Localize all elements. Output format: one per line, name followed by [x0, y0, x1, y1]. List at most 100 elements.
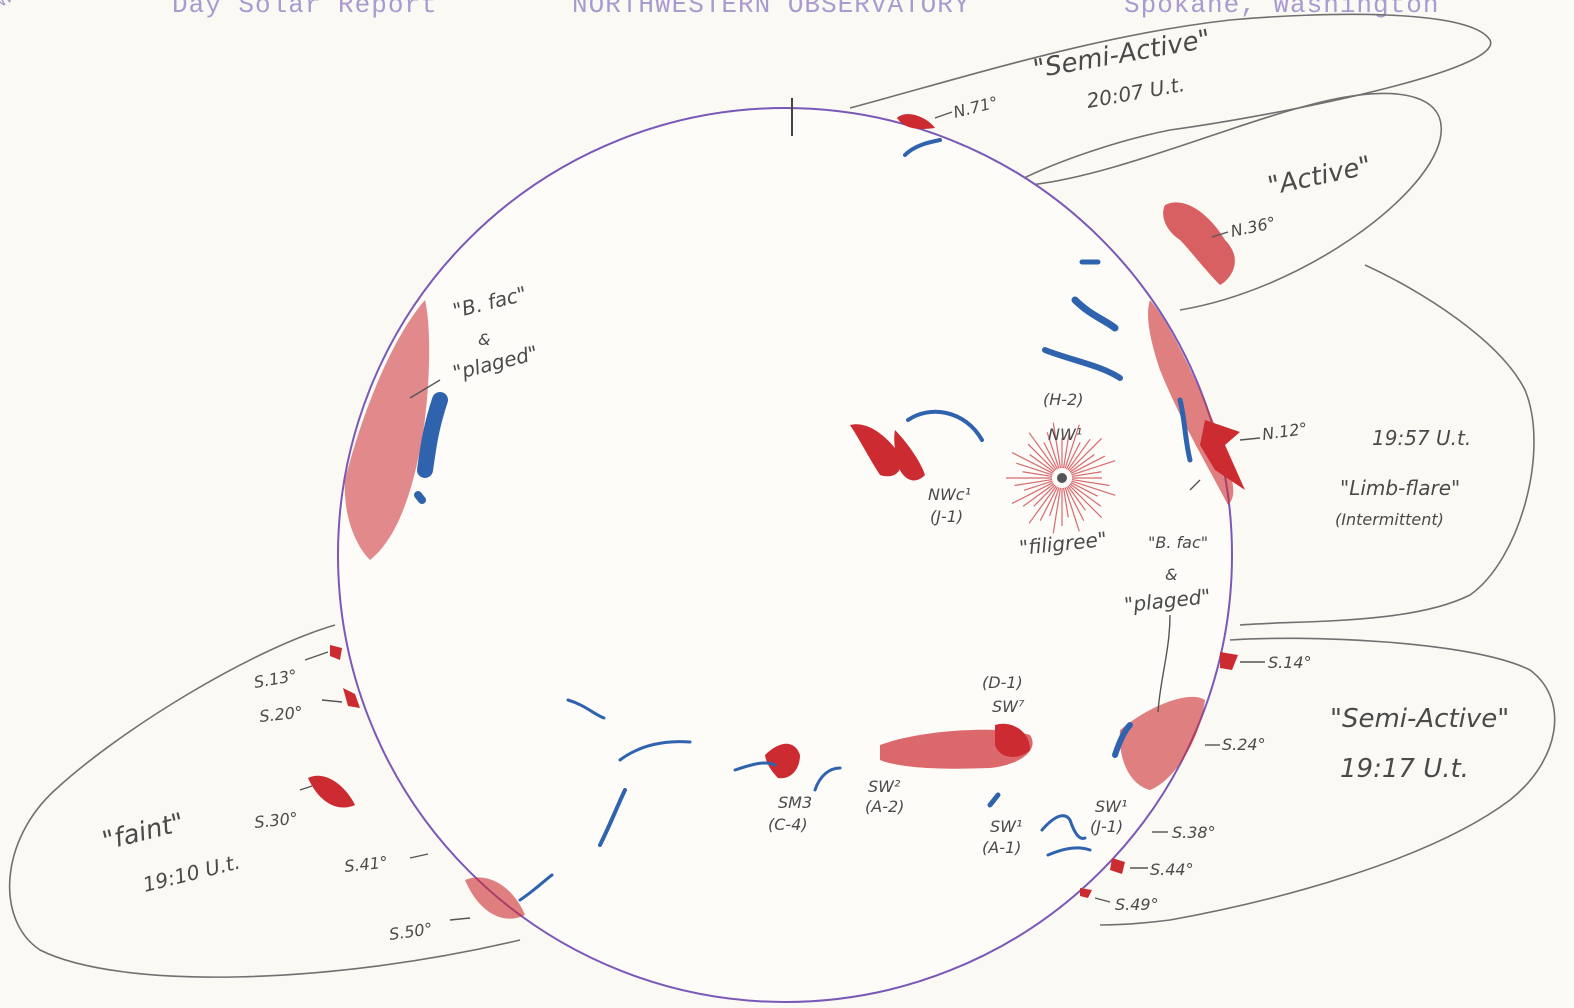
filament-s2	[618, 740, 692, 762]
filigree-ray	[1023, 480, 1053, 491]
leader-east-fac	[1157, 614, 1171, 713]
label-nw1: NW¹	[1048, 425, 1082, 444]
outline-south-west	[8, 624, 521, 978]
leader-n71	[934, 111, 953, 119]
leader-s49	[1094, 897, 1111, 903]
filament-s3	[598, 788, 627, 847]
observatory-name: NORTHWESTERN OBSERVATORY	[572, 0, 971, 20]
plage-west-limb	[344, 300, 430, 560]
filigree-ray	[1016, 462, 1053, 476]
filigree-ray	[1066, 442, 1081, 470]
label-east-fac-2: &	[1165, 565, 1177, 584]
label-c4: (C-4)	[768, 815, 808, 834]
filigree-ray	[1022, 471, 1053, 478]
label-east-limb-status: "Limb-flare"	[1340, 476, 1460, 500]
prominence-ne	[1163, 202, 1235, 285]
filament-s4	[733, 761, 777, 772]
filigree-ray	[1028, 432, 1057, 471]
prominence-s44	[1110, 858, 1125, 874]
filigree-ray	[1071, 480, 1116, 496]
label-j1b: (J-1)	[1090, 817, 1123, 836]
leader-n12	[1239, 437, 1261, 441]
prominence-n71	[897, 114, 935, 129]
filament-west-dot	[414, 491, 426, 504]
filigree-ray	[1064, 487, 1080, 532]
filigree-ray	[1071, 471, 1102, 478]
filigree-ray	[1070, 482, 1098, 497]
filament-west	[417, 392, 448, 478]
label-sw7: SW⁷	[992, 697, 1025, 716]
filigree-ray	[1071, 460, 1116, 476]
filigree-ray	[1052, 422, 1062, 469]
filigree-ray	[1067, 485, 1086, 511]
outline-east-limb	[1239, 264, 1535, 626]
filigree-ray	[1011, 482, 1054, 504]
filigree-ray	[1062, 430, 1071, 469]
leader-lines	[299, 111, 1265, 921]
filament-s8	[1046, 846, 1092, 857]
lat-s44: S.44°	[1150, 860, 1194, 879]
filigree-ray	[1052, 487, 1062, 534]
filament-arc	[906, 409, 984, 442]
label-west-fac-2: &	[478, 330, 490, 349]
lat-n12: N.12°	[1261, 419, 1309, 444]
solar-disk-limb	[337, 107, 1233, 1003]
plage-nwc-2	[894, 430, 925, 481]
plage-south-limb	[465, 877, 525, 919]
prominence-n12	[1200, 420, 1245, 490]
leader-s50	[449, 917, 471, 921]
prominence-s20	[343, 688, 360, 708]
label-a2: (A-2)	[865, 797, 904, 816]
filigree-ray	[1071, 478, 1110, 487]
label-south-west-time: 19:10 U.t.	[140, 850, 242, 897]
filigree-ray	[1068, 437, 1103, 472]
label-south-west-status: "faint"	[99, 808, 187, 857]
leader-s30	[299, 785, 313, 791]
label-sw1j: SW¹	[1095, 797, 1127, 816]
plage-sm3	[765, 743, 800, 779]
filigree-ray	[1011, 452, 1054, 474]
lat-s20: S.20°	[258, 703, 303, 726]
label-sw2: SW²	[868, 777, 901, 796]
lat-s30: S.30°	[253, 809, 298, 832]
filigree-ray	[1014, 478, 1053, 487]
prominence-s30	[308, 775, 355, 808]
label-d1: (D-1)	[982, 673, 1023, 692]
filigree-ray	[1069, 454, 1095, 473]
plage-marks	[308, 114, 1245, 919]
filament-s7	[1040, 814, 1087, 840]
lat-s24: S.24°	[1222, 735, 1266, 754]
prominence-s14	[1220, 652, 1238, 670]
label-south-east-status: "Semi-Active"	[1330, 704, 1509, 734]
filigree-spot	[1057, 473, 1067, 483]
label-sw1a: SW¹	[990, 817, 1022, 836]
filigree-ray	[1039, 486, 1058, 522]
filigree-ray	[1064, 424, 1080, 469]
lat-n36: N.36°	[1229, 213, 1277, 241]
leader-s13	[304, 651, 329, 661]
filigree-ray	[1067, 438, 1091, 471]
label-a1: (A-1)	[982, 838, 1021, 857]
filament-s6	[987, 792, 1001, 808]
label-north-polar-status: "Semi-Active"	[1031, 24, 1213, 85]
filigree-ray	[1066, 486, 1085, 522]
label-h2: (H-2)	[1043, 390, 1083, 409]
filigree-ray	[1027, 443, 1056, 472]
outline-north-east	[1029, 92, 1443, 311]
prominence-outlines	[8, 13, 1556, 978]
filament-s10	[518, 873, 554, 902]
label-north-east-status: "Active"	[1265, 151, 1374, 202]
filigree-ray	[1049, 487, 1060, 517]
filigree-ray	[1062, 487, 1069, 518]
filigree-ray	[1022, 483, 1055, 507]
filament-s1	[566, 698, 606, 720]
filigree-ray	[1068, 484, 1103, 519]
filament-s9	[1112, 722, 1133, 758]
label-east-limb-note: (Intermittent)	[1335, 510, 1444, 529]
label-j1: (J-1)	[930, 507, 963, 526]
filament-n71	[903, 138, 942, 157]
prominence-s13	[330, 645, 342, 660]
label-nwc1: NWc¹	[928, 485, 971, 504]
filigree-ray	[1043, 442, 1058, 470]
